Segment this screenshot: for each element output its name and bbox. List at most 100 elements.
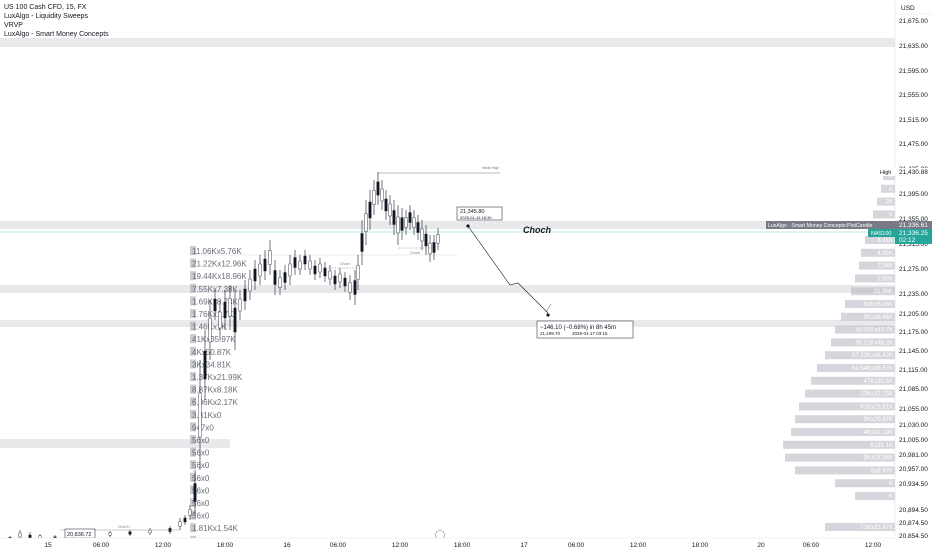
candle-body [364,213,368,232]
price-tick: 20,934.50 [899,481,928,488]
legend-indicator-liquidity-sweeps[interactable]: LuxAlgo - Liquidity Sweeps [4,13,89,20]
price-tick: 21,030.00 [899,422,928,429]
volume-label: 48.01Kx40.7K [855,328,893,334]
volume-bar [190,372,196,381]
price-tick: 21,085.00 [899,386,928,393]
candle-body [293,257,297,268]
projection-start [466,224,470,228]
projection-change: −146.10 (−0.68%) in 8h 45m [540,325,616,331]
volume-label: 56x0 [192,436,210,445]
price-tick: 21,395.00 [899,191,928,198]
volume-label: Kx31.1K [870,443,893,449]
price-tick: 21,145.00 [899,348,928,355]
price-tick: 21,555.00 [899,92,928,99]
time-tick: 06:00 [568,542,585,549]
candle-body [188,509,192,516]
bottom-price: 20,836.72 [67,532,91,538]
volume-label: 9Kx26.46K [864,315,893,321]
volume-bar [831,338,895,347]
currency-label: USD [901,5,915,12]
volume-label: 64.54Kx39.67K [852,366,893,372]
volume-label: 56x0 [192,461,210,470]
projection-time: 2025-01-17 03:15 [572,331,608,336]
time-tick: 15 [44,542,52,549]
volume-label: 61Kx25.61K [860,404,893,410]
volume-label: 8.41K [877,238,893,244]
volume-bar [190,447,196,457]
volume-bar [791,428,895,436]
candle-body [416,222,420,233]
time-axis-bg [0,538,932,550]
candle-body [183,517,187,523]
volume-bar [190,384,196,394]
time-tick: 18:00 [692,542,709,549]
discount-zone [0,320,895,327]
volume-bar [190,510,196,520]
candle-body [376,181,380,196]
volume-bar [190,359,196,369]
price-tick: 21,055.00 [899,406,928,413]
candle-body [228,298,232,317]
price-tick: 21,115.00 [899,367,928,374]
volume-bar [835,479,895,488]
price-tick: 21,205.00 [899,311,928,318]
volume-label: 7.55Kx7.38K [192,285,238,294]
legend-indicator-smc[interactable]: LuxAlgo - Smart Money Concepts [4,31,109,38]
volume-label: K [889,174,893,180]
volume-bar [190,283,196,293]
candle-body [420,228,424,242]
candle-body [353,280,357,295]
legend-indicator-vrvp[interactable]: VRVP [4,22,23,29]
price-tick: 20,874.50 [899,520,928,527]
candle-body [288,263,292,277]
time-tick: 06:00 [803,542,820,549]
projection-path [467,225,549,314]
candle-body [436,234,440,244]
candle-body [368,201,372,219]
time-tick: 18:00 [454,542,471,549]
candle-body [193,483,197,502]
volume-label: 1.37Kx21.99K [192,373,243,382]
projection-end [546,313,550,317]
candle-body [203,350,207,380]
volume-label: 36.21Kx46.2K [855,340,893,346]
price-tick: 21,475.00 [899,141,928,148]
candle-body [428,242,432,255]
legend-symbol[interactable]: US 100 Cash CFD, 15, FX [4,4,87,11]
volume-bar [825,523,895,531]
candle-body [318,263,322,273]
price-tick: 21,635.00 [899,43,928,50]
volume-label: 3Kx34.81K [192,360,232,369]
candle-body [303,255,307,265]
price-tick: 21,175.00 [899,329,928,336]
candle-body [400,217,404,231]
volume-label: 2K [886,200,893,206]
candle-body [198,392,202,438]
point-callout-price: 21,345.80 [460,209,484,215]
candle-body [178,521,182,527]
volume-label: 19.44Kx18.96K [192,272,247,281]
candle-body [273,270,277,285]
time-tick: 17 [520,542,528,549]
volume-label: 8.87Kx8.18K [192,386,238,395]
price-axis[interactable]: USD 20,854.50 20,874.50 20,894.50 20,934.50 2… [894,0,932,550]
volume-bar [190,523,196,533]
time-tick: 06:00 [93,542,110,549]
candle-body [223,301,227,319]
volume-label: K [889,212,893,218]
volume-bar [841,312,895,321]
nas-tag-label-bg [868,229,895,237]
volume-bar [799,402,895,411]
volume-bar [190,422,196,432]
volume-label: 56x0 [192,486,210,495]
volume-bar [795,415,895,424]
smc-tag-label-bg [766,221,895,229]
volume-bar [805,389,895,398]
candle-body [338,273,342,283]
candle-body [343,277,347,287]
candle-body [412,217,416,228]
left-zone [0,439,230,448]
time-axis[interactable]: 15 06:00 12:00 18:00 16 06:00 12:00 18:00 17 06:0… [0,537,932,550]
candle-body [360,233,364,252]
